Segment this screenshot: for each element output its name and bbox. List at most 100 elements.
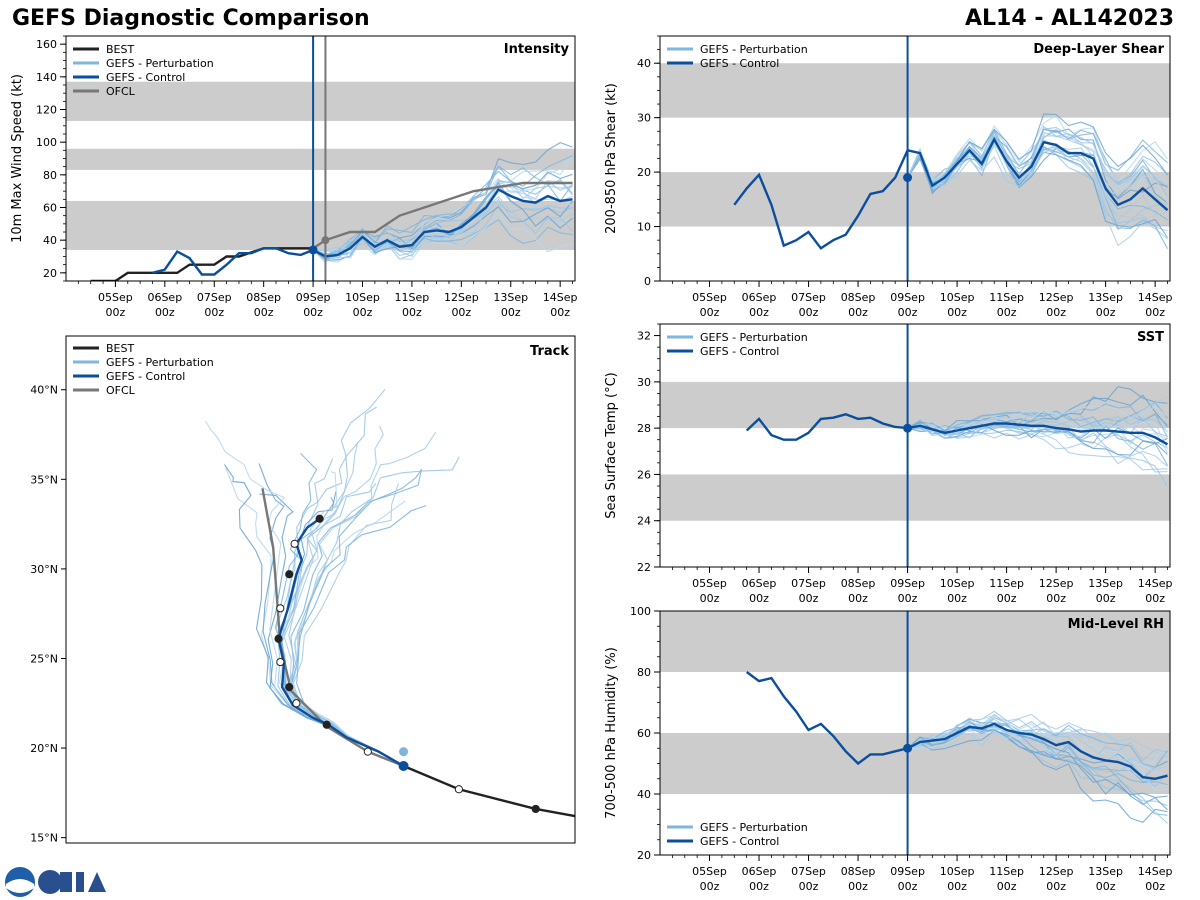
intensity-y-tick-label: 160 [36,38,57,51]
rh-x-tick-day: 13Sep [1088,865,1123,878]
shear-legend-label: GEFS - Control [700,57,779,70]
intensity-x-tick-hour: 00z [106,306,126,319]
sst-frame [659,323,1171,568]
shear-x-tick-day: 05Sep [692,291,727,304]
shear-perturbation-line [907,128,1168,191]
intensity-perturbation-line [312,185,573,259]
intensity-perturbation-line [312,155,573,258]
track-time-marker [363,747,372,756]
track-time-marker [274,634,283,643]
track-time-marker [322,720,331,729]
shear-y-tick-label: 20 [637,166,651,179]
intensity-y-axis-label: 10m Max Wind Speed (kt) [10,74,25,243]
storm-id: AL14 - AL142023 [965,6,1174,31]
rh-x-tick-hour: 00z [898,880,918,893]
rh-chart: 20 40 60 80 100 05Sep 00z 06Sep 00z 07Sep 00z 08Sep… [604,605,1173,893]
intensity-x-tick-day: 08Sep [246,291,281,304]
track-legend-label: BEST [106,342,134,355]
cira-logo-letters-icon [60,872,84,892]
rh-y-tick-label: 20 [637,849,651,862]
rh-y-tick-label: 60 [637,727,651,740]
intensity-best-line [90,247,314,281]
track-time-marker [276,657,285,667]
shear-y-tick-label: 10 [637,221,651,234]
rh-y-tick-label: 40 [637,788,651,801]
rh-x-tick-day: 08Sep [841,865,876,878]
track-frame [65,335,576,844]
sst-x-tick-hour: 00z [749,592,769,605]
shear-y-tick-label: 40 [637,57,651,70]
intensity-chart: 20 40 60 80 100 120 140 160 05Sep 00z 06Sep 00z 07Se… [10,35,578,319]
track-panel-title: Track [530,344,569,359]
track-lat-tick-label: 35°N [30,473,58,486]
sst-x-tick-hour: 00z [799,592,819,605]
sst-x-tick-hour: 00z [1145,592,1165,605]
shear-perturbation-line [907,114,1168,183]
noaa-logo-wave [6,879,34,893]
track-plot-area [204,388,575,818]
intensity-x-tick-hour: 00z [451,306,471,319]
track-legend-label: GEFS - Perturbation [106,356,214,369]
sst-chart: 22 24 26 28 30 32 05Sep 00z 06Sep 00z 07Sep 00z 08Se… [604,323,1173,605]
sst-perturbation-line [907,386,1168,432]
intensity-x-tick-day: 11Sep [395,291,430,304]
shear-x-tick-day: 07Sep [791,291,826,304]
shear-x-tick-hour: 00z [1046,306,1066,319]
sst-init-point [903,423,913,433]
rh-perturbation-line [907,718,1168,770]
shear-x-tick-hour: 00z [848,306,868,319]
sst-plot-area [745,386,1169,487]
sst-x-tick-day: 06Sep [742,577,777,590]
rh-perturbation-line [907,724,1168,816]
track-time-marker [276,604,285,613]
track-legend-label: GEFS - Control [106,370,185,383]
rh-x-tick-day: 07Sep [791,865,826,878]
sst-x-tick-hour: 00z [700,592,720,605]
sst-band [660,381,1170,429]
sst-x-tick-day: 14Sep [1138,577,1173,590]
intensity-y-tick-label: 40 [43,234,57,247]
intensity-x-tick-hour: 00z [204,306,224,319]
shear-chart: 0 10 20 30 40 05Sep 00z 06Sep 00z 07Sep 00z 08Sep 00… [604,35,1173,319]
intensity-y-tick-label: 140 [36,71,57,84]
track-lat-tick-label: 30°N [30,563,58,576]
intensity-x-tick-day: 05Sep [98,291,133,304]
rh-legend-label: GEFS - Control [700,835,779,848]
cira-logo-a-icon [88,872,106,892]
sst-x-tick-hour: 00z [947,592,967,605]
sst-y-tick-label: 24 [637,515,651,528]
intensity-legend-label: GEFS - Perturbation [106,57,214,70]
sst-x-tick-day: 11Sep [989,577,1024,590]
track-lat-tick-label: 20°N [30,742,58,755]
intensity-x-tick-hour: 00z [155,306,175,319]
track-perturbation-line [223,464,404,767]
sst-legend-label: GEFS - Control [700,345,779,358]
shear-perturbation-line [907,140,1168,221]
rh-init-point [903,743,913,753]
intensity-x-tick-day: 07Sep [197,291,232,304]
sst-panel-title: SST [1137,330,1164,345]
intensity-y-tick-label: 80 [43,169,57,182]
shear-x-tick-day: 13Sep [1088,291,1123,304]
sst-perturbation-line [907,396,1168,439]
intensity-y-tick-label: 60 [43,202,57,215]
rh-x-tick-hour: 00z [997,880,1017,893]
intensity-x-tick-day: 09Sep [296,291,331,304]
shear-x-tick-hour: 00z [947,306,967,319]
intensity-legend-label: BEST [106,43,134,56]
intensity-legend-label: GEFS - Control [106,71,185,84]
shear-x-tick-hour: 00z [1096,306,1116,319]
track-lat-tick-label: 25°N [30,652,58,665]
intensity-x-tick-day: 06Sep [147,291,182,304]
rh-perturbation-line [907,727,1168,807]
intensity-x-tick-hour: 00z [303,306,323,319]
sst-y-tick-label: 22 [637,561,651,574]
shear-band [660,172,1170,227]
sst-x-tick-hour: 00z [997,592,1017,605]
shear-x-tick-hour: 00z [799,306,819,319]
rh-x-tick-hour: 00z [1096,880,1116,893]
track-time-marker [290,539,299,548]
cira-logo-globe-icon [38,870,62,894]
